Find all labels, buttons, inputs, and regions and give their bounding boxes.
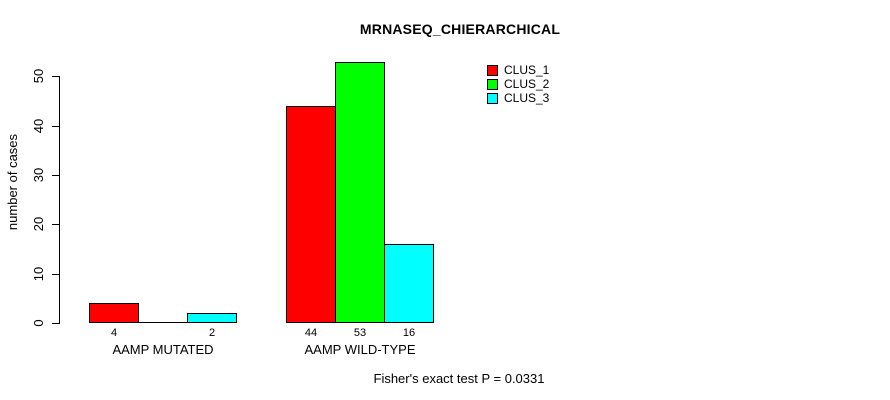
y-tick (52, 76, 59, 77)
y-tick-label: 10 (31, 266, 46, 282)
legend-label: CLUS_3 (504, 91, 550, 105)
legend-swatch-icon (487, 93, 498, 104)
y-tick (52, 323, 59, 324)
category-label: AAMP MUTATED (112, 342, 214, 357)
bar-zero-line (138, 322, 188, 323)
y-tick (52, 175, 59, 176)
legend-swatch-icon (487, 65, 498, 76)
bar (286, 106, 336, 323)
y-tick-label: 30 (31, 167, 46, 183)
y-tick-label: 0 (31, 319, 46, 327)
bar-value-label: 2 (208, 327, 216, 339)
bar-value-label: 53 (353, 327, 367, 339)
bar (187, 313, 237, 323)
bar-value-label: 44 (304, 327, 318, 339)
bar (384, 244, 434, 323)
y-tick-label: 50 (31, 68, 46, 84)
legend-item: CLUS_1 (487, 64, 549, 77)
y-tick (52, 126, 59, 127)
bar (89, 303, 139, 323)
legend-item: CLUS_2 (487, 78, 549, 91)
legend-label: CLUS_2 (504, 77, 550, 91)
y-tick-label: 40 (31, 118, 46, 134)
legend-item: CLUS_3 (487, 92, 549, 105)
footnote-text: Fisher's exact test P = 0.0331 (373, 371, 545, 386)
legend-swatch-icon (487, 79, 498, 90)
category-label: AAMP WILD-TYPE (304, 342, 416, 357)
bar (335, 62, 385, 323)
y-axis-label: number of cases (5, 133, 20, 231)
bar-value-label: 4 (110, 327, 118, 339)
y-tick-label: 20 (31, 216, 46, 232)
bar-value-label: 16 (402, 327, 416, 339)
chart-title: MRNASEQ_CHIERARCHICAL (359, 21, 561, 37)
legend: CLUS_1 CLUS_2 CLUS_3 (487, 64, 549, 106)
y-axis-line (59, 76, 60, 324)
y-tick (52, 274, 59, 275)
y-tick (52, 224, 59, 225)
legend-label: CLUS_1 (504, 63, 550, 77)
